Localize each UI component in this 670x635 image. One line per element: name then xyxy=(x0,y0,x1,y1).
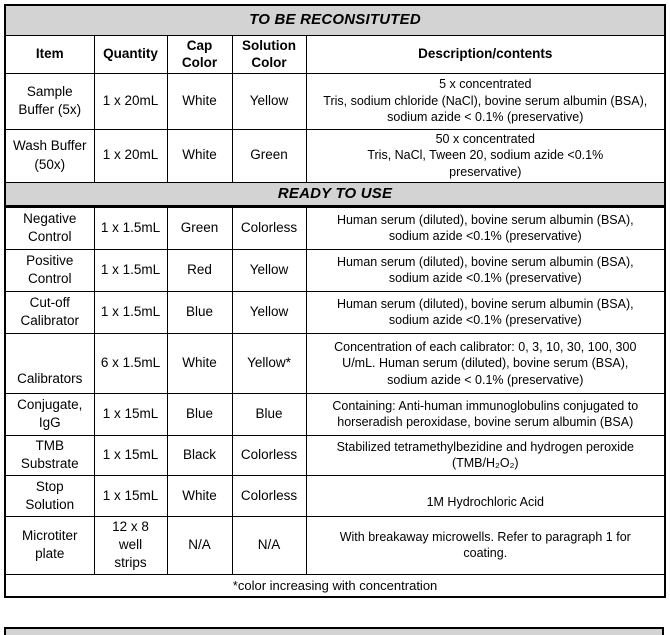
cell-cap-color: Black xyxy=(166,434,233,476)
cell-description: 50 x concentrated Tris, NaCl, Tween 20, … xyxy=(305,128,666,183)
table-row-wash-buffer: Wash Buffer (50x) 1 x 20mL White Green 5… xyxy=(4,128,666,183)
table-row-footnote: *color increasing with concentration xyxy=(4,573,666,598)
cell-cap-color: Red xyxy=(166,248,233,292)
cell-description: Human serum (diluted), bovine serum albu… xyxy=(305,290,666,334)
cell-quantity: 1 x 1.5mL xyxy=(93,248,168,292)
cell-cap-color: Green xyxy=(166,205,233,250)
table-row-positive-control: Positive Control 1 x 1.5mL Red Yellow Hu… xyxy=(4,248,666,292)
table-row-tmb-substrate: TMB Substrate 1 x 15mL Black Colorless S… xyxy=(4,434,666,476)
cell-cap-color: White xyxy=(166,72,233,130)
cell-solution-color: Yellow xyxy=(231,248,307,292)
cell-cap-color: White xyxy=(166,128,233,183)
cell-item: Sample Buffer (5x) xyxy=(4,72,95,130)
kit-contents-table: TO BE RECONSITUTED Item Quantity Cap Col… xyxy=(4,4,667,599)
table-row-conjugate-igg: Conjugate, IgG 1 x 15mL Blue Blue Contai… xyxy=(4,392,666,436)
cell-description: Human serum (diluted), bovine serum albu… xyxy=(305,205,666,250)
cell-description: Containing: Anti-human immunoglobulins c… xyxy=(305,392,666,436)
cell-cap-color: Blue xyxy=(166,290,233,334)
cell-solution-color: Yellow xyxy=(231,290,307,334)
cell-solution-color: Yellow* xyxy=(231,332,307,394)
cell-description: Stabilized tetramethylbezidine and hydro… xyxy=(305,434,666,476)
cell-solution-color: N/A xyxy=(231,515,307,575)
cell-description: Concentration of each calibrator: 0, 3, … xyxy=(305,332,666,394)
table-row-sample-buffer: Sample Buffer (5x) 1 x 20mL White Yellow… xyxy=(4,72,666,130)
cell-solution-color: Colorless xyxy=(231,474,307,517)
cell-quantity: 6 x 1.5mL xyxy=(93,332,168,394)
cell-cap-color: N/A xyxy=(166,515,233,575)
cell-item: Negative Control xyxy=(4,205,95,250)
cell-item: Wash Buffer (50x) xyxy=(4,128,95,183)
cell-item: Conjugate, IgG xyxy=(4,392,95,436)
table-row-cutoff-calibrator: Cut-off Calibrator 1 x 1.5mL Blue Yellow… xyxy=(4,290,666,334)
next-section-band-cropped xyxy=(4,627,664,635)
cell-solution-color: Colorless xyxy=(231,434,307,476)
cell-item: Calibrators xyxy=(4,332,95,394)
cell-quantity: 1 x 1.5mL xyxy=(93,205,168,250)
table-row-stop-solution: Stop Solution 1 x 15mL White Colorless 1… xyxy=(4,474,666,517)
cell-item: Stop Solution xyxy=(4,474,95,517)
cell-description: With breakaway microwells. Refer to para… xyxy=(305,515,666,575)
cell-description: Human serum (diluted), bovine serum albu… xyxy=(305,248,666,292)
table-row-microtiter-plate: Microtiter plate 12 x 8 well strips N/A … xyxy=(4,515,666,575)
cell-description: 5 x concentrated Tris, sodium chloride (… xyxy=(305,72,666,130)
cell-item: TMB Substrate xyxy=(4,434,95,476)
section-header-ready-to-use: READY TO USE xyxy=(4,181,666,208)
cell-quantity: 1 x 15mL xyxy=(93,434,168,476)
cell-cap-color: Blue xyxy=(166,392,233,436)
col-header-solution-color: Solution Color xyxy=(231,34,307,74)
section-header-to-be-reconstituted: TO BE RECONSITUTED xyxy=(4,4,666,36)
cell-quantity: 1 x 15mL xyxy=(93,474,168,517)
cell-item: Cut-off Calibrator xyxy=(4,290,95,334)
cell-cap-color: White xyxy=(166,332,233,394)
cell-quantity: 1 x 15mL xyxy=(93,392,168,436)
table-row-section-to-be-reconstituted: TO BE RECONSITUTED xyxy=(4,4,666,36)
cell-quantity: 1 x 1.5mL xyxy=(93,290,168,334)
col-header-quantity: Quantity xyxy=(93,34,168,74)
table-header-row: Item Quantity Cap Color Solution Color D… xyxy=(4,34,666,74)
table-row-section-ready-to-use: READY TO USE xyxy=(4,181,666,208)
cell-solution-color: Blue xyxy=(231,392,307,436)
col-header-description: Description/contents xyxy=(305,34,666,74)
col-header-cap-color: Cap Color xyxy=(166,34,233,74)
col-header-item: Item xyxy=(4,34,95,74)
cell-solution-color: Yellow xyxy=(231,72,307,130)
table-row-negative-control: Negative Control 1 x 1.5mL Green Colorle… xyxy=(4,205,666,250)
cell-item: Positive Control xyxy=(4,248,95,292)
footnote-text: *color increasing with concentration xyxy=(4,573,666,598)
cell-cap-color: White xyxy=(166,474,233,517)
cell-description: 1M Hydrochloric Acid xyxy=(305,474,666,517)
cell-item: Microtiter plate xyxy=(4,515,95,575)
cell-solution-color: Colorless xyxy=(231,205,307,250)
cell-quantity: 12 x 8 well strips xyxy=(93,515,168,575)
cell-solution-color: Green xyxy=(231,128,307,183)
table-row-calibrators: Calibrators 6 x 1.5mL White Yellow* Conc… xyxy=(4,332,666,394)
cell-quantity: 1 x 20mL xyxy=(93,128,168,183)
cell-quantity: 1 x 20mL xyxy=(93,72,168,130)
